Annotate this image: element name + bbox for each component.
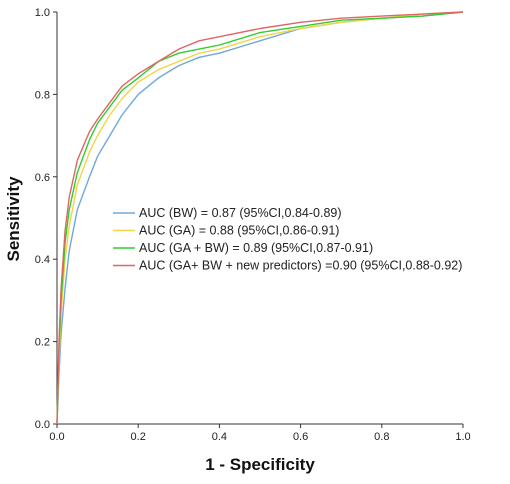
y-tick-label: 0.0 (35, 419, 50, 431)
x-tick-label: 1.0 (455, 431, 470, 443)
series-lines (56, 11, 464, 425)
legend-label: AUC (GA) = 0.88 (95%CI,0.86-0.91) (139, 224, 339, 238)
series-line-2 (56, 11, 464, 425)
plot-area (56, 12, 463, 425)
series-line-4 (56, 11, 464, 425)
x-tick-label: 0.2 (131, 431, 146, 443)
legend-label: AUC (GA+ BW + new predictors) =0.90 (95%… (139, 259, 462, 273)
y-tick-label: 0.4 (35, 254, 50, 266)
legend-label: AUC (GA + BW) = 0.89 (95%CI,0.87-0.91) (139, 241, 373, 255)
y-axis-title: Sensitivity (4, 176, 23, 262)
x-tick-label: 0.0 (49, 431, 64, 443)
y-axis-ticks: 0.0 0.2 0.4 0.6 0.8 1.0 (35, 7, 57, 431)
x-axis-ticks: 0.0 0.2 0.4 0.6 0.8 1.0 (49, 424, 471, 443)
y-tick-label: 0.8 (35, 89, 50, 101)
y-tick-label: 1.0 (35, 7, 50, 19)
legend-label: AUC (BW) = 0.87 (95%CI,0.84-0.89) (139, 206, 342, 220)
x-axis-title: 1 - Specificity (205, 455, 315, 474)
legend: AUC (BW) = 0.87 (95%CI,0.84-0.89) AUC (GA… (113, 206, 462, 273)
x-tick-label: 0.6 (293, 431, 308, 443)
x-tick-label: 0.4 (212, 431, 227, 443)
y-tick-label: 0.6 (35, 172, 50, 184)
y-tick-label: 0.2 (35, 337, 50, 349)
x-tick-label: 0.8 (374, 431, 389, 443)
series-line-3 (56, 11, 464, 425)
